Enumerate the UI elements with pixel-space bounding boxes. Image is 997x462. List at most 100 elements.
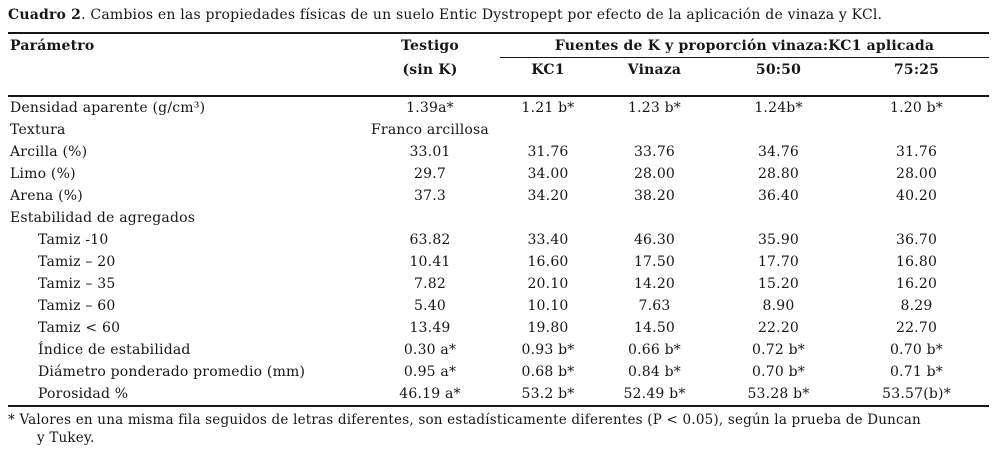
value-cell: 0.30 a* [403, 342, 457, 358]
param-cell: Índice de estabilidad [38, 342, 191, 358]
value-cell: 19.80 [527, 320, 569, 336]
param-cell: Arcilla (%) [10, 144, 88, 160]
value-cell [844, 119, 989, 141]
value-cell: 13.49 [409, 320, 451, 336]
value-cell: 31.76 [895, 144, 938, 160]
value-cell: 10.41 [409, 254, 451, 270]
value-cell: 1.23 b* [628, 100, 681, 116]
table-row: Tamiz – 60 5.40 10.10 7.63 8.90 8.29 [8, 295, 989, 317]
value-cell: 17.50 [633, 254, 676, 270]
table-row: Diámetro ponderado promedio (mm) 0.95 a*… [8, 361, 989, 383]
value-cell: 16.60 [527, 254, 569, 270]
value-cell: Franco arcillosa [371, 122, 489, 138]
value-cell: 0.70 b* [890, 342, 943, 358]
value-cell: 29.7 [414, 166, 446, 182]
value-cell: 14.20 [633, 276, 676, 292]
param-cell: Densidad aparente (g/cm³) [10, 100, 206, 116]
value-cell: 22.20 [757, 320, 800, 336]
value-cell: 15.20 [757, 276, 800, 292]
value-cell: 53.57(b)* [882, 386, 951, 402]
value-cell: 16.20 [895, 276, 938, 292]
table-row: Tamiz -10 63.82 33.40 46.30 35.90 36.70 [8, 229, 989, 251]
table-row: Textura Franco arcillosa [8, 119, 989, 141]
footnote-marker: * [8, 412, 15, 428]
value-cell: 7.63 [638, 298, 671, 314]
value-cell: 28.00 [895, 166, 938, 182]
param-cell: Diámetro ponderado promedio (mm) [38, 364, 306, 380]
value-cell: 0.66 b* [628, 342, 681, 358]
value-cell: 5.40 [414, 298, 446, 314]
value-cell: 34.20 [527, 188, 569, 204]
param-cell: Porosidad % [38, 386, 129, 402]
value-cell: 1.39a* [406, 100, 454, 116]
value-cell: 17.70 [757, 254, 800, 270]
column-header-kcl: KC1 [500, 57, 596, 97]
value-cell: 40.20 [895, 188, 938, 204]
table-header: Parámetro Testigo Fuentes de K y proporc… [8, 33, 990, 97]
footnote-line-1: * Valores en una misma fila seguidos de … [8, 411, 989, 429]
value-cell: 63.82 [409, 232, 451, 248]
value-cell: 36.70 [895, 232, 938, 248]
value-cell: 1.24b* [754, 100, 803, 116]
value-cell: 33.76 [633, 144, 676, 160]
value-cell: 0.72 b* [752, 342, 805, 358]
table-caption-text: . Cambios en las propiedades físicas de … [81, 7, 883, 23]
table-row: Tamiz < 60 13.49 19.80 14.50 22.20 22.70 [8, 317, 989, 339]
value-cell: 33.01 [409, 144, 451, 160]
column-group-header-fuentes: Fuentes de K y proporción vinaza:KC1 apl… [500, 33, 990, 58]
footnote-line-2: y Tukey. [37, 430, 95, 446]
table-row: Arcilla (%) 33.01 31.76 33.76 34.76 31.7… [8, 141, 989, 163]
value-cell: 0.84 b* [628, 364, 681, 380]
column-header-parametro: Parámetro [8, 33, 360, 97]
value-cell: 16.80 [895, 254, 938, 270]
value-cell: 8.90 [762, 298, 795, 314]
value-cell: 0.95 a* [403, 364, 457, 380]
soil-properties-table: Parámetro Testigo Fuentes de K y proporc… [8, 32, 990, 407]
param-cell: Tamiz – 20 [38, 254, 116, 270]
value-cell: 1.21 b* [521, 100, 575, 116]
column-header-vinaza: Vinaza [596, 57, 713, 97]
header-row-sub: (sin K) KC1 Vinaza 50:50 75:25 [8, 57, 990, 97]
value-cell [500, 207, 596, 229]
value-cell: 37.3 [414, 188, 446, 204]
value-cell: 0.93 b* [521, 342, 575, 358]
value-cell: 28.80 [757, 166, 800, 182]
value-cell: 46.19 a* [399, 386, 461, 402]
table-row: Tamiz – 20 10.41 16.60 17.50 17.70 16.80 [8, 251, 989, 273]
value-cell: 22.70 [895, 320, 938, 336]
param-cell: Textura [10, 122, 66, 138]
table-row: Arena (%) 37.3 34.20 38.20 36.40 40.20 [8, 185, 989, 207]
value-cell: 28.00 [633, 166, 676, 182]
value-cell: 1.20 b* [890, 100, 943, 116]
param-cell: Tamiz – 35 [38, 276, 116, 292]
param-cell: Tamiz – 60 [38, 298, 116, 314]
header-row-top: Parámetro Testigo Fuentes de K y proporc… [8, 33, 990, 97]
table-caption-label: Cuadro 2 [8, 7, 82, 23]
table-row-section: Estabilidad de agregados [8, 207, 989, 229]
column-header-testigo: Testigo [401, 38, 459, 54]
value-cell: 53.2 b* [521, 386, 575, 402]
value-cell [500, 119, 596, 141]
column-header-7525: 75:25 [844, 57, 990, 97]
value-cell [596, 207, 713, 229]
param-cell: Tamiz -10 [38, 232, 109, 248]
value-cell: 34.00 [527, 166, 569, 182]
value-cell: 20.10 [527, 276, 569, 292]
table-caption: Cuadro 2. Cambios en las propiedades fís… [0, 0, 997, 32]
table-row: Tamiz – 35 7.82 20.10 14.20 15.20 16.20 [8, 273, 989, 295]
table-row: Densidad aparente (g/cm³) 1.39a* 1.21 b*… [8, 96, 989, 119]
table-row: Índice de estabilidad 0.30 a* 0.93 b* 0.… [8, 339, 989, 361]
value-cell: 36.40 [757, 188, 800, 204]
value-cell: 53.28 b* [747, 386, 810, 402]
value-cell: 0.71 b* [890, 364, 943, 380]
value-cell: 10.10 [527, 298, 569, 314]
column-header-5050: 50:50 [713, 57, 844, 97]
section-label: Estabilidad de agregados [10, 210, 196, 226]
value-cell: 35.90 [757, 232, 800, 248]
param-cell: Tamiz < 60 [38, 320, 121, 336]
param-cell: Limo (%) [10, 166, 76, 182]
value-cell: 52.49 b* [623, 386, 686, 402]
value-cell [713, 119, 844, 141]
value-cell: 33.40 [527, 232, 569, 248]
value-cell: 31.76 [527, 144, 569, 160]
